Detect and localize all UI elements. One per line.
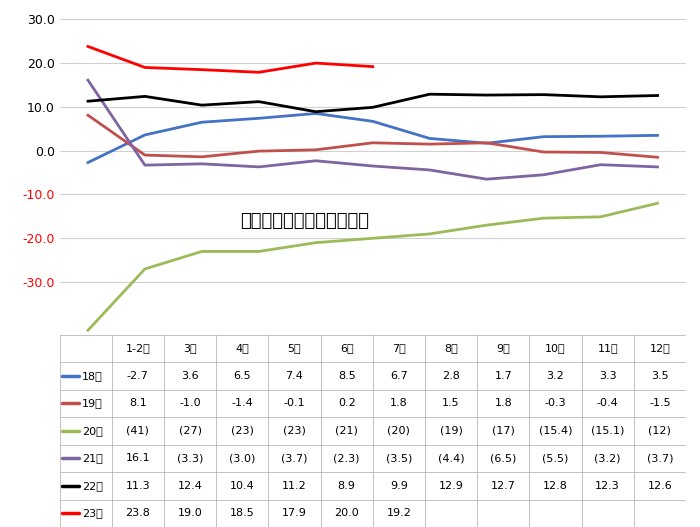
Text: 9月: 9月 [496,344,510,354]
Text: (2.3): (2.3) [333,453,360,463]
Text: 19.0: 19.0 [178,508,202,518]
Text: 3月: 3月 [183,344,197,354]
Text: 8.9: 8.9 [337,481,356,491]
Text: (3.5): (3.5) [386,453,412,463]
Text: 8月: 8月 [444,344,458,354]
Text: 16.1: 16.1 [125,453,150,463]
Text: 23.8: 23.8 [125,508,150,518]
Text: 18.5: 18.5 [230,508,255,518]
Text: (3.7): (3.7) [281,453,308,463]
Text: (20): (20) [387,426,410,436]
Text: 19年: 19年 [82,398,103,408]
Text: 23年: 23年 [82,508,103,518]
Text: 12.9: 12.9 [439,481,463,491]
Text: 汽车投资额年累计增速走势: 汽车投资额年累计增速走势 [240,212,369,230]
Text: 12.8: 12.8 [543,481,568,491]
Text: (12): (12) [648,426,671,436]
Text: 11.3: 11.3 [125,481,150,491]
Text: -2.7: -2.7 [127,371,148,381]
Text: 3.2: 3.2 [547,371,564,381]
Text: 21年: 21年 [82,453,103,463]
Text: 11月: 11月 [597,344,618,354]
Text: 11.2: 11.2 [282,481,307,491]
Text: (23): (23) [283,426,306,436]
Text: 10.4: 10.4 [230,481,255,491]
Text: 12.7: 12.7 [491,481,516,491]
Text: 7月: 7月 [392,344,406,354]
Text: 6月: 6月 [340,344,354,354]
Text: (3.3): (3.3) [177,453,203,463]
Text: 7.4: 7.4 [286,371,303,381]
Text: 12.4: 12.4 [178,481,202,491]
Text: -1.5: -1.5 [649,398,671,408]
Text: (15.1): (15.1) [591,426,624,436]
Text: 1.5: 1.5 [442,398,460,408]
Text: 18年: 18年 [82,371,103,381]
Text: -1.4: -1.4 [232,398,253,408]
Text: 3.5: 3.5 [651,371,668,381]
Text: (5.5): (5.5) [542,453,568,463]
Text: (17): (17) [492,426,514,436]
Text: (4.4): (4.4) [438,453,464,463]
Text: 20年: 20年 [82,426,103,436]
Text: (3.7): (3.7) [647,453,673,463]
Text: (19): (19) [440,426,463,436]
Text: (41): (41) [127,426,149,436]
Text: 10月: 10月 [545,344,566,354]
Text: 9.9: 9.9 [390,481,408,491]
Text: 1.7: 1.7 [494,371,512,381]
Text: (21): (21) [335,426,358,436]
Text: (15.4): (15.4) [539,426,572,436]
Text: 5月: 5月 [288,344,301,354]
Text: (3.2): (3.2) [594,453,621,463]
Text: 4月: 4月 [235,344,249,354]
Text: 20.0: 20.0 [335,508,359,518]
Text: 6.7: 6.7 [390,371,407,381]
Text: 1.8: 1.8 [390,398,407,408]
Text: -0.4: -0.4 [597,398,619,408]
Text: 8.5: 8.5 [338,371,356,381]
Text: 1.8: 1.8 [494,398,512,408]
Text: 3.6: 3.6 [181,371,199,381]
Text: 8.1: 8.1 [129,398,147,408]
Text: (27): (27) [178,426,202,436]
Text: 22年: 22年 [82,481,103,491]
Text: 19.2: 19.2 [386,508,412,518]
Text: -1.0: -1.0 [179,398,201,408]
Text: 1-2月: 1-2月 [125,344,150,354]
Text: 3.3: 3.3 [599,371,617,381]
Text: -0.1: -0.1 [284,398,305,408]
Text: 12.3: 12.3 [595,481,620,491]
Text: (3.0): (3.0) [229,453,256,463]
Text: 12.6: 12.6 [648,481,672,491]
Text: 12月: 12月 [650,344,671,354]
Text: (23): (23) [231,426,253,436]
Text: 2.8: 2.8 [442,371,460,381]
Text: (6.5): (6.5) [490,453,517,463]
Text: 0.2: 0.2 [338,398,356,408]
Text: 6.5: 6.5 [233,371,251,381]
Text: 17.9: 17.9 [282,508,307,518]
Text: -0.3: -0.3 [545,398,566,408]
